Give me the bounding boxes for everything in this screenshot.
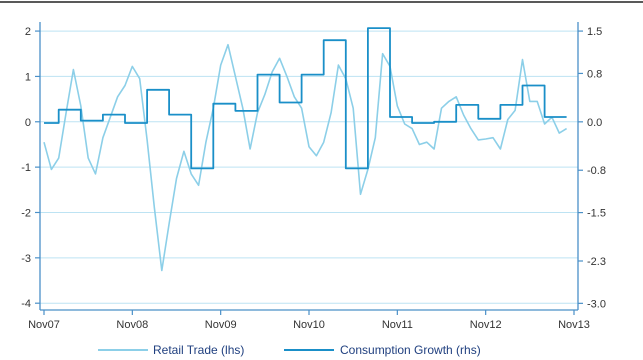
left-tick-label: 0 [25, 117, 31, 129]
axes [35, 22, 583, 315]
plot-area [43, 27, 568, 272]
left-tick-label: -4 [21, 298, 31, 310]
right-tick-label: -2.3 [587, 256, 606, 268]
x-tick-label: Nov09 [205, 319, 237, 331]
x-tick-label: Nov08 [116, 319, 148, 331]
x-tick-label: Nov12 [470, 319, 502, 331]
right-tick-label: -0.8 [587, 165, 606, 177]
right-tick-label: -1.5 [587, 208, 606, 220]
right-tick-label: -3.0 [587, 298, 606, 310]
legend-label-retail: Retail Trade (lhs) [153, 343, 244, 357]
legend: Retail Trade (lhs) Consumption Growth (r… [98, 343, 481, 357]
legend-label-consumption: Consumption Growth (rhs) [340, 343, 481, 357]
tick-labels: -4 -3 -2 -1 0 1 2 -3.0 -2.3 -1.5 -0.8 0.0 0.8 1.5 Nov0… [21, 26, 606, 331]
left-tick-label: 1 [25, 71, 31, 83]
x-tick-label: Nov07 [28, 319, 60, 331]
gridlines [40, 30, 578, 304]
x-tick-label: Nov11 [382, 319, 413, 331]
right-tick-label: 0.0 [587, 117, 602, 129]
x-tick-label: Nov10 [293, 319, 325, 331]
left-tick-label: -3 [21, 253, 31, 265]
left-tick-label: -1 [21, 162, 31, 174]
series-line-retail-trade [43, 43, 568, 272]
x-tick-label: Nov13 [558, 319, 590, 331]
right-tick-label: 0.8 [587, 68, 602, 80]
left-tick-label: 2 [25, 26, 31, 38]
series-line-consumption-growth [44, 27, 567, 170]
left-tick-label: -2 [21, 207, 31, 219]
right-tick-label: 1.5 [587, 26, 602, 38]
